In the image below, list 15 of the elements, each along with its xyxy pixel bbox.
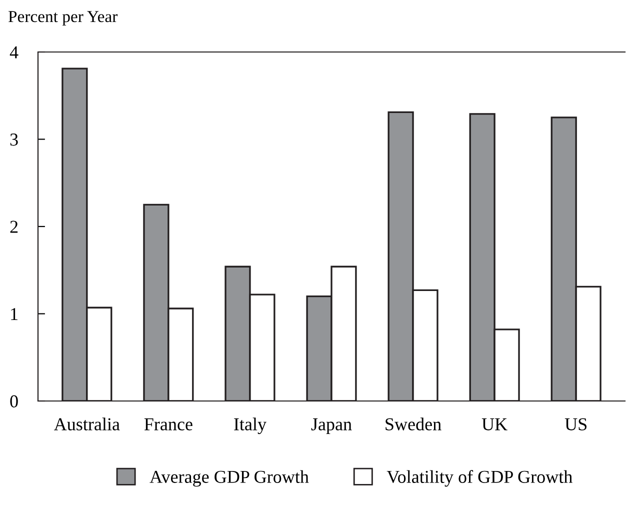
y-tick-label: 0 xyxy=(10,395,18,408)
x-tick-label: UK xyxy=(482,418,508,430)
x-tick-label: US xyxy=(564,418,587,430)
x-tick-label: Italy xyxy=(234,418,266,434)
y-tick-label: 1 xyxy=(11,308,18,320)
legend-label: Average GDP Growth xyxy=(150,470,309,487)
x-tick-label: Sweden xyxy=(386,418,442,430)
legend-label: Volatility of GDP Growth xyxy=(386,470,572,487)
y-tick-label: 4 xyxy=(10,46,18,58)
x-tick-label: France xyxy=(144,418,192,430)
y-axis-title: Percent per Year xyxy=(8,11,118,26)
y-tick-label: 3 xyxy=(10,134,18,146)
x-tick-label: Japan xyxy=(311,418,352,434)
x-tick-label: Australia xyxy=(54,418,120,430)
y-tick-label: 2 xyxy=(10,220,18,233)
